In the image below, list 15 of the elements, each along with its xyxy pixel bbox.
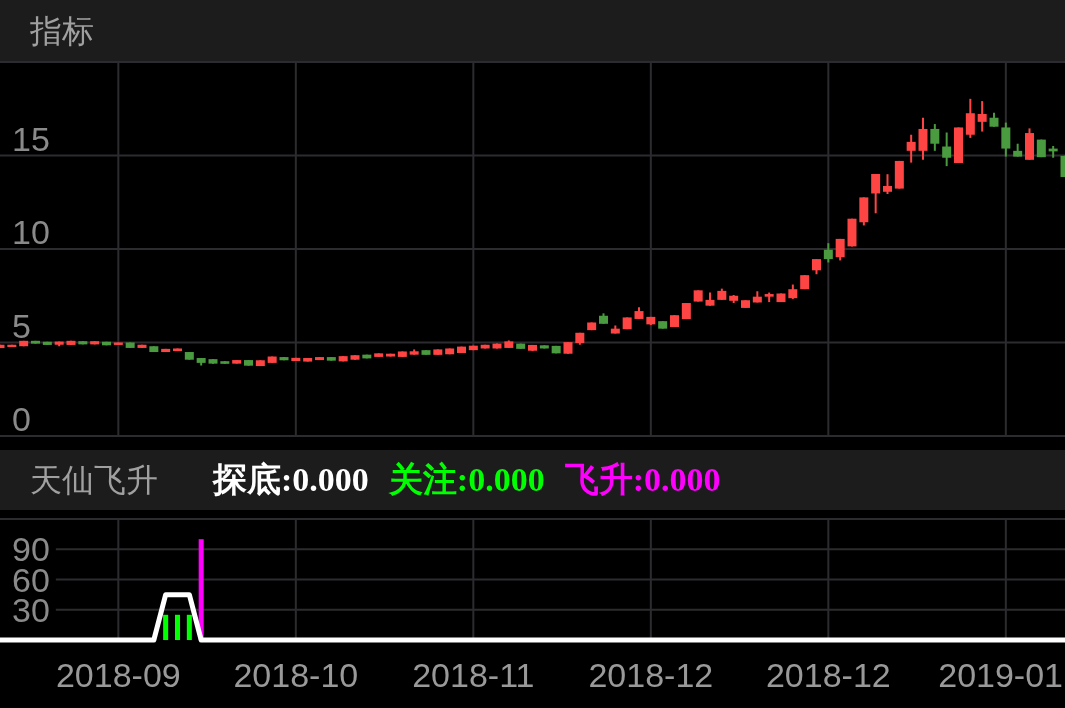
chart-title: 天仙飞升 xyxy=(30,462,158,498)
x-tick-label: 2018-12 xyxy=(588,656,714,694)
y-tick-label: 10 xyxy=(12,213,50,251)
chart-title: 指标 xyxy=(29,13,94,49)
y-tick-label: 0 xyxy=(12,400,31,438)
x-tick-label: 2018-11 xyxy=(412,656,535,694)
text: 飞升:0.000 xyxy=(563,461,721,498)
x-tick-label: 2018-10 xyxy=(233,656,359,694)
y-tick-label: 15 xyxy=(12,119,50,158)
y-tick-label: 5 xyxy=(12,306,31,345)
x-tick-label: 2019-01 xyxy=(938,656,1063,694)
text: 探底:0.000 xyxy=(212,461,369,498)
text: 关注:0.000 xyxy=(387,461,545,498)
x-tick-label: 2018-12 xyxy=(765,656,891,694)
x-tick-label: 2018-09 xyxy=(55,656,181,694)
